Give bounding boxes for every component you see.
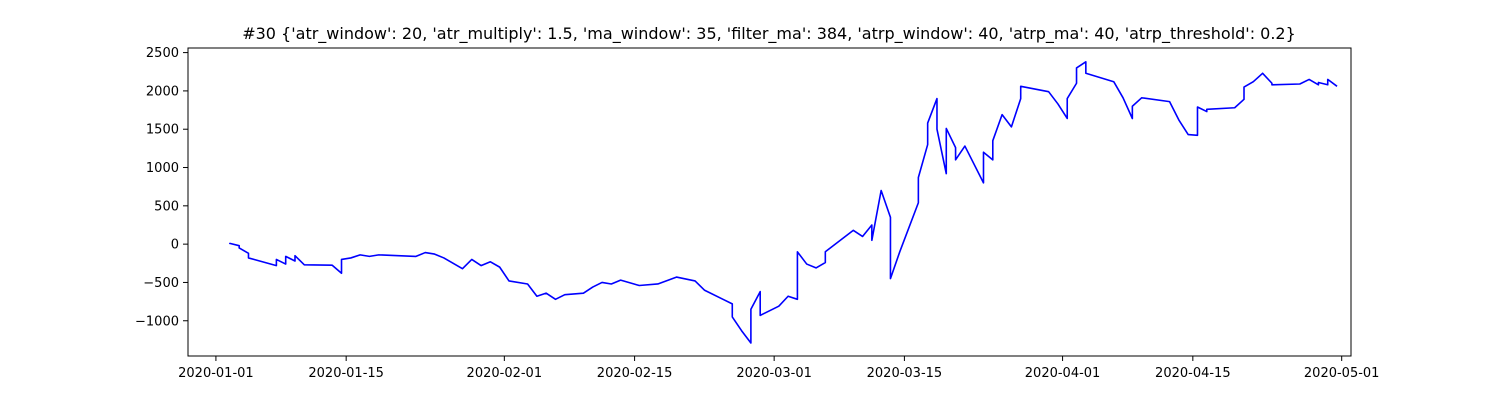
axes-layer: 2020-01-01 2020-01-15 2020-02-01 2020-02-15… <box>135 46 1379 381</box>
x-tick-label: 2020-02-15 <box>597 366 673 381</box>
y-tick-label: 2500 <box>146 46 179 61</box>
y-tick-label: −1000 <box>135 314 179 329</box>
y-tick-label: 0 <box>171 238 179 253</box>
y-tick-label: 1500 <box>146 123 179 138</box>
x-tick-label: 2020-02-01 <box>467 366 543 381</box>
y-tick-label: −500 <box>143 276 179 291</box>
x-tick-label: 2020-05-01 <box>1304 366 1380 381</box>
y-tick-label: 500 <box>154 199 179 214</box>
x-tick-label: 2020-04-15 <box>1155 366 1231 381</box>
series-line <box>229 60 1338 344</box>
x-tick-label: 2020-03-15 <box>867 366 943 381</box>
x-tick-label: 2020-01-15 <box>308 366 384 381</box>
chart-title: #30 {'atr_window': 20, 'atr_multiply': 1… <box>242 24 1296 44</box>
x-tick-label: 2020-04-01 <box>1025 366 1101 381</box>
y-tick-label: 1000 <box>146 161 179 176</box>
series-layer <box>229 60 1338 344</box>
x-tick-label: 2020-01-01 <box>178 366 254 381</box>
plot-frame <box>187 47 1352 357</box>
x-tick-label: 2020-03-01 <box>736 366 812 381</box>
y-tick-label: 2000 <box>146 84 179 99</box>
